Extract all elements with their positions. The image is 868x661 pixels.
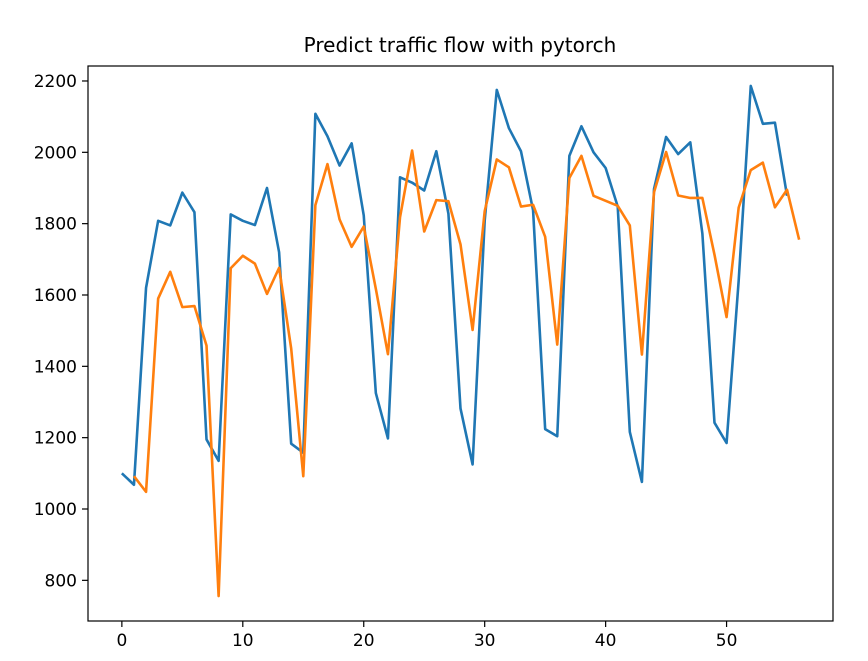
x-tick-label: 20	[353, 631, 375, 651]
series-layer	[120, 84, 801, 598]
plot-frame	[87, 65, 834, 622]
series-line-1	[120, 84, 789, 487]
y-tick-label: 800	[45, 571, 77, 591]
y-tick-label: 1800	[34, 215, 77, 235]
y-tick-label: 1000	[34, 500, 77, 520]
ticks-layer: 0 10 20 30 40 50 800 1000 1200 1400 1600 1800 2000 22…	[34, 72, 738, 651]
x-tick-label: 10	[232, 631, 254, 651]
x-tick-label: 50	[716, 631, 738, 651]
y-tick-label: 1200	[34, 429, 77, 449]
x-tick-label: 0	[116, 631, 127, 651]
x-tick-label: 40	[595, 631, 617, 651]
series-line-2	[132, 149, 801, 598]
chart-title: Predict traffic flow with pytorch	[304, 33, 617, 57]
x-tick-label: 30	[474, 631, 496, 651]
y-tick-label: 1600	[34, 286, 77, 306]
y-tick-label: 2000	[34, 143, 77, 163]
y-tick-label: 2200	[34, 72, 77, 92]
y-tick-label: 1400	[34, 357, 77, 377]
